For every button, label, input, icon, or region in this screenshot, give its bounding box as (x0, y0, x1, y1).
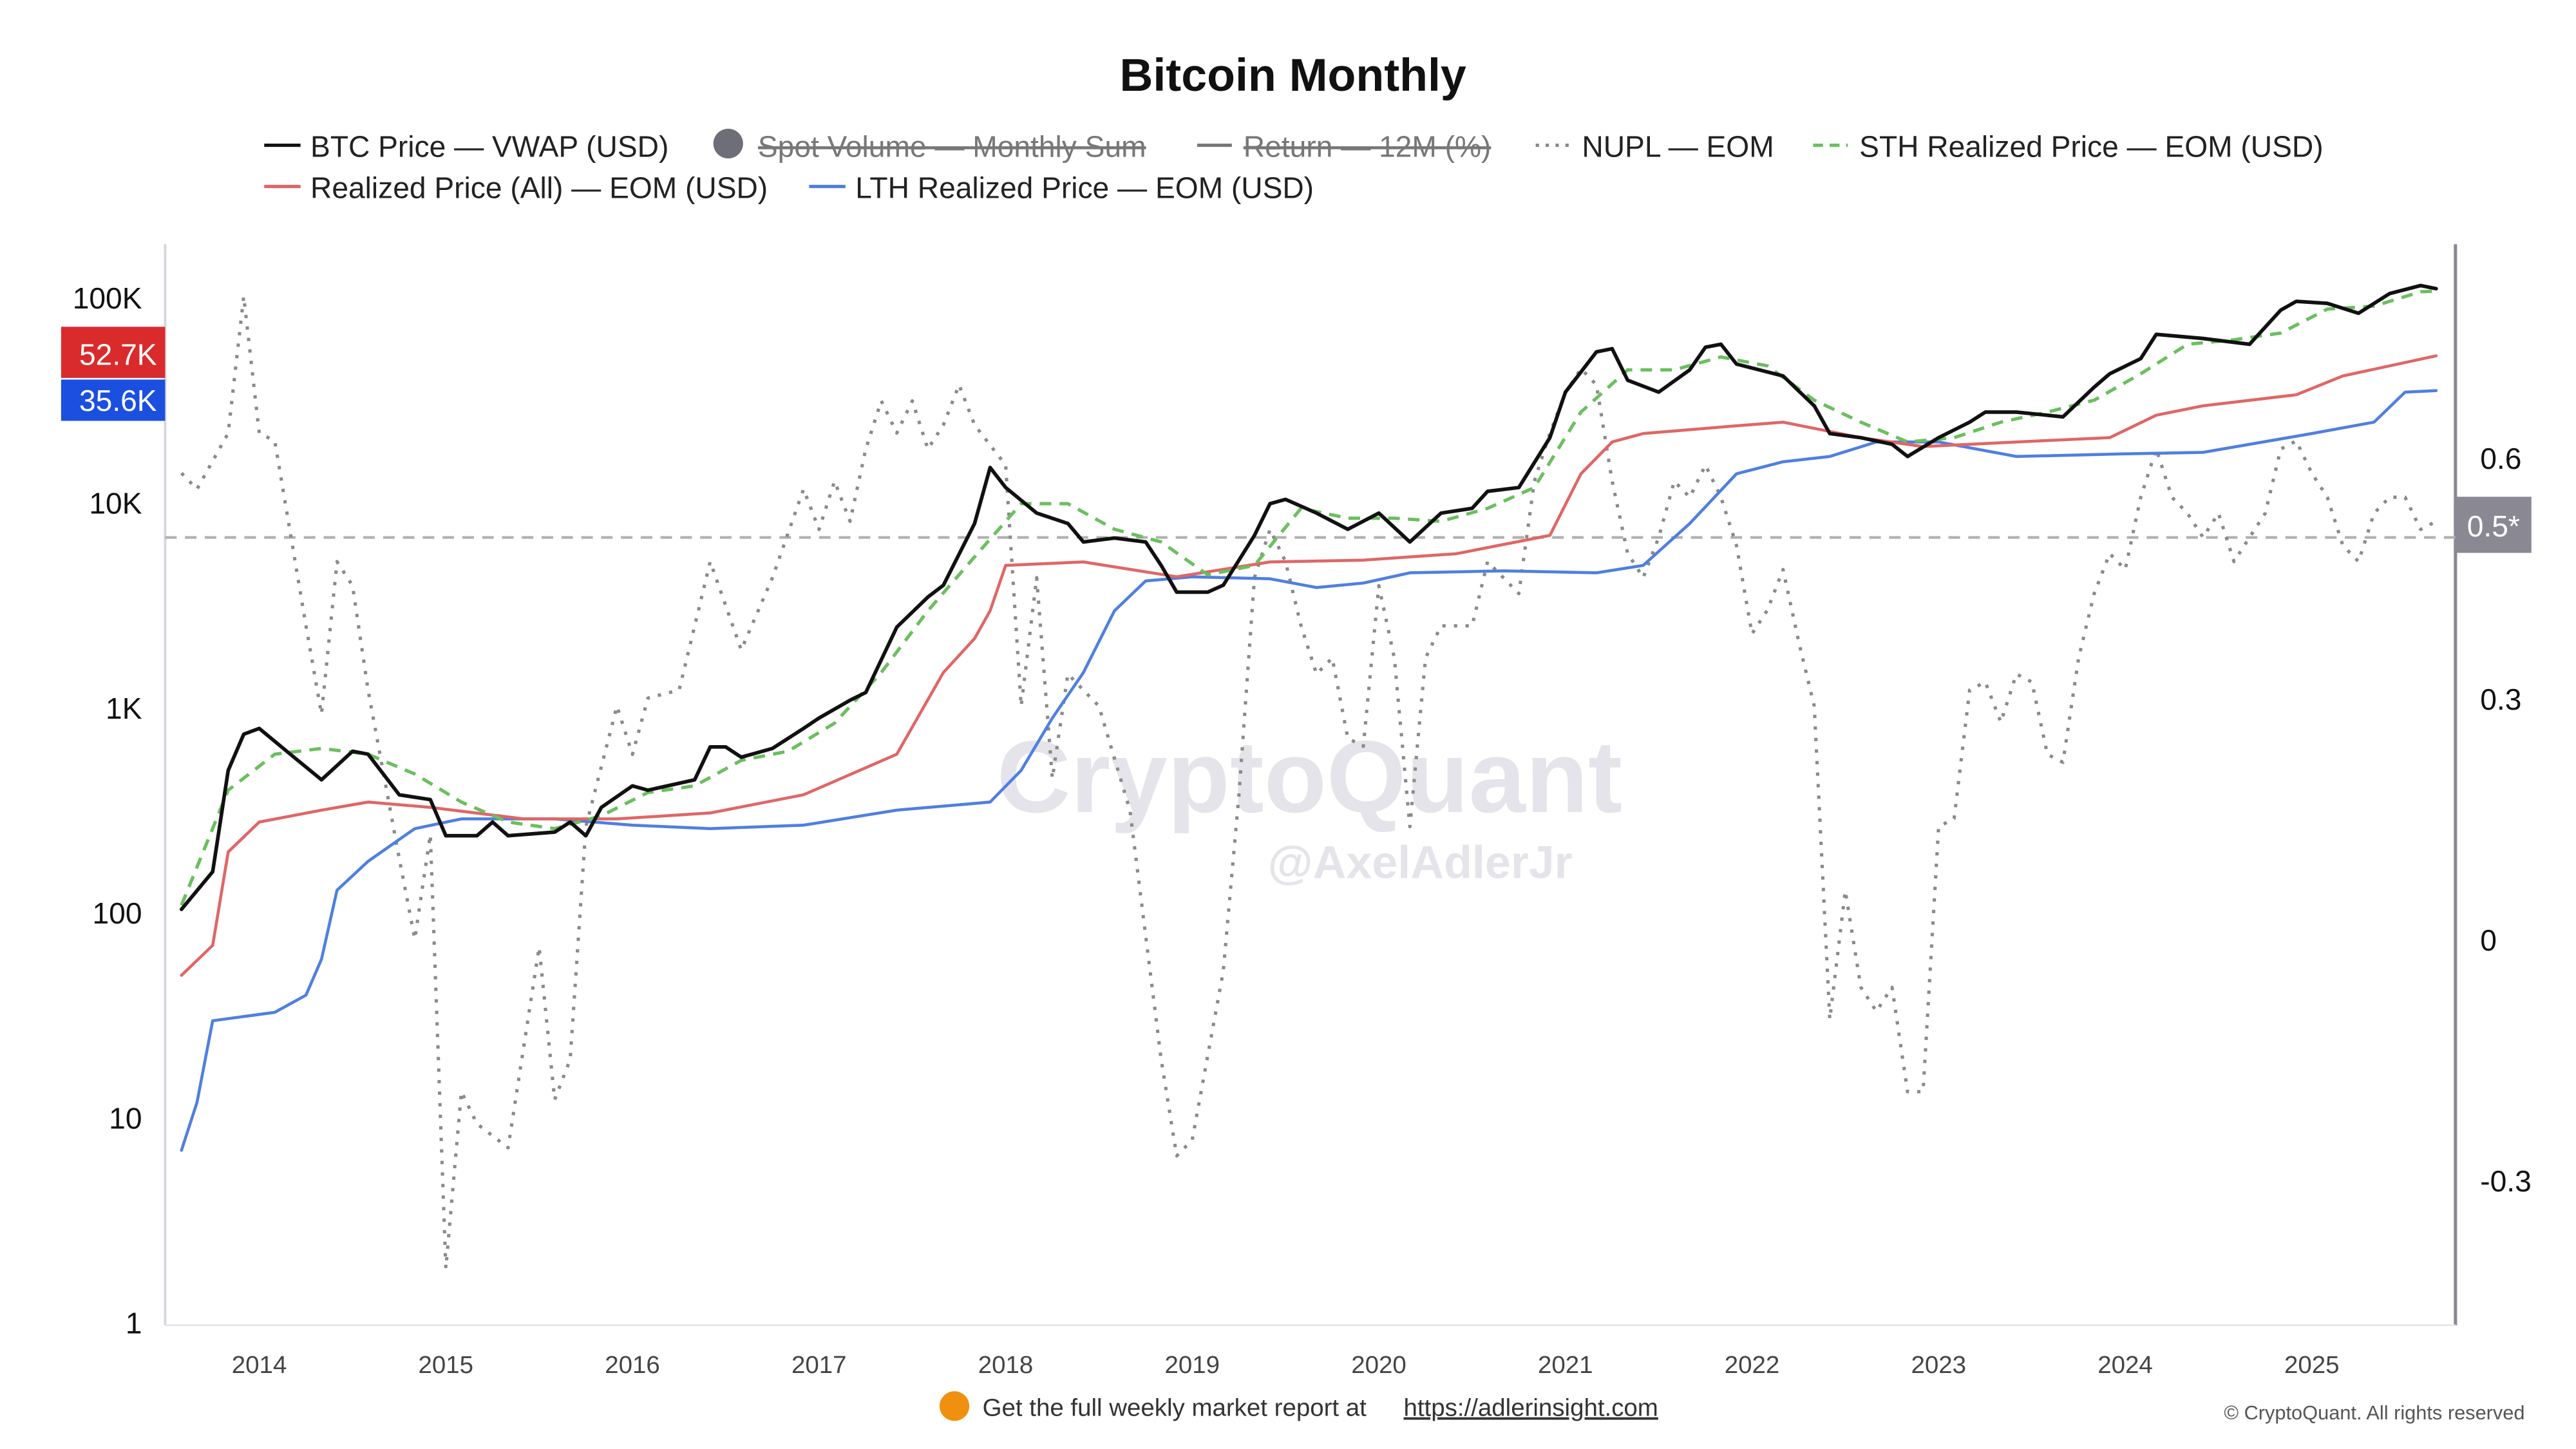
x-tick-label: 2015 (419, 1351, 474, 1379)
legend-label: STH Realized Price — EOM (USD) (1859, 129, 2323, 163)
footer-copyright: © CryptoQuant. All rights reserved (2224, 1401, 2524, 1424)
legend-item-realized-all[interactable]: Realized Price (All) — EOM (USD) (264, 171, 768, 205)
legend-label: NUPL — EOM (1582, 129, 1774, 163)
legend-item-spot-volume[interactable]: Spot Volume — Monthly Sum (713, 128, 1146, 164)
x-tick-label: 2014 (232, 1351, 287, 1379)
legend-item-nupl[interactable]: NUPL — EOM (1535, 129, 1774, 163)
y-left-tick-label: 10 (109, 1101, 142, 1135)
orange-circle-icon (939, 1391, 970, 1421)
y-left-tick-label: 100 (93, 896, 142, 930)
series-layer (179, 283, 2438, 1270)
y-right-tick-label: 0.6 (2480, 442, 2521, 475)
y-left-tick-label: 1 (126, 1307, 142, 1340)
x-tick-label: 2024 (2098, 1351, 2153, 1379)
legend-label: Spot Volume — Monthly Sum (758, 129, 1146, 163)
y-left-tick-label: 10K (89, 487, 142, 520)
y-left-tick-label: 1K (106, 692, 142, 725)
badge-realized-label: 52.7K (79, 337, 157, 371)
legend-label: BTC Price — VWAP (USD) (310, 129, 668, 163)
badge-lth-realized-price: 35.6K (61, 379, 166, 421)
y-right-tick-label: -0.3 (2480, 1164, 2532, 1198)
badge-nupl-reference: 0.5* (2455, 497, 2532, 553)
legend-label: LTH Realized Price — EOM (USD) (855, 171, 1314, 205)
x-tick-label: 2017 (791, 1351, 847, 1379)
legend-item-sth-realized[interactable]: STH Realized Price — EOM (USD) (1813, 129, 2324, 163)
footer-report-link[interactable]: https://adlerinsight.com (1403, 1394, 1658, 1422)
y-left-tick-label: 100K (73, 281, 142, 315)
legend-item-return[interactable]: Return — 12M (%) (1197, 129, 1491, 163)
axis-ticks: 1 10 100 1K 10K 100K -0.3 0 0.3 0.6 2014 2015 2016 20… (73, 281, 2532, 1379)
x-tick-label: 2018 (978, 1351, 1034, 1379)
legend-item-lth-realized[interactable]: LTH Realized Price — EOM (USD) (809, 171, 1314, 205)
badge-nupl-label: 0.5* (2467, 509, 2520, 543)
x-tick-label: 2022 (1725, 1351, 1780, 1379)
legend-label: Return — 12M (%) (1244, 129, 1492, 163)
series-line-nupl-eom (180, 294, 2438, 1270)
watermark-handle: @AxelAdlerJr (1268, 837, 1573, 888)
footer: Get the full weekly market report at htt… (939, 1391, 2525, 1424)
chart-title: Bitcoin Monthly (1120, 50, 1466, 101)
x-tick-label: 2021 (1538, 1351, 1593, 1379)
x-tick-label: 2020 (1351, 1351, 1406, 1379)
watermark-brand: CryptoQuant (997, 719, 1622, 834)
x-tick-label: 2025 (2284, 1351, 2340, 1379)
legend-label: Realized Price (All) — EOM (USD) (310, 171, 768, 205)
x-tick-label: 2019 (1165, 1351, 1220, 1379)
y-right-tick-label: 0.3 (2480, 683, 2521, 716)
legend: BTC Price — VWAP (USD) Spot Volume — Mon… (264, 128, 2324, 205)
x-tick-label: 2023 (1911, 1351, 1966, 1379)
legend-item-btc-price[interactable]: BTC Price — VWAP (USD) (264, 129, 668, 163)
y-right-tick-label: 0 (2480, 923, 2497, 957)
series-line-btc-price-vwap-usd (179, 283, 2438, 911)
x-tick-label: 2016 (605, 1351, 660, 1379)
badge-realized-price: 52.7K (61, 327, 166, 378)
badge-lth-label: 35.6K (79, 384, 157, 417)
footer-report-text: Get the full weekly market report at (983, 1394, 1367, 1422)
series-line-realized-price-all-eom-usd (180, 354, 2438, 977)
